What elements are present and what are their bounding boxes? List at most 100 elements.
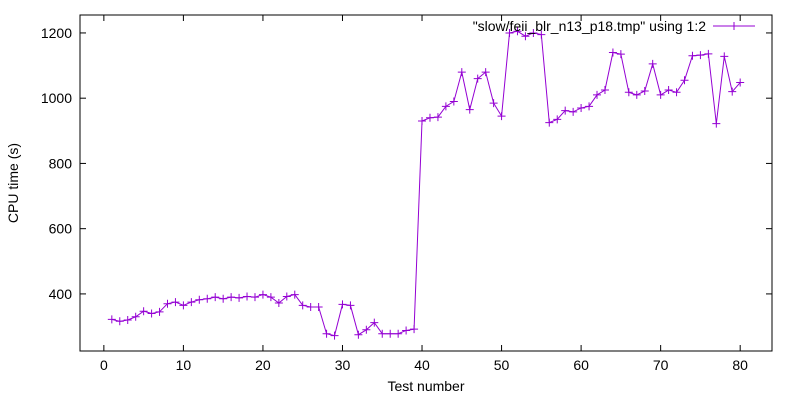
data-point <box>394 329 403 338</box>
series-group <box>107 27 745 340</box>
data-point <box>107 315 116 324</box>
y-tick-label: 1000 <box>41 90 72 106</box>
data-point <box>433 113 442 122</box>
data-point <box>624 88 633 97</box>
data-point <box>274 299 283 308</box>
data-point <box>123 316 132 325</box>
x-tick-label: 40 <box>414 357 430 373</box>
x-tick-label: 60 <box>573 357 589 373</box>
data-point <box>346 301 355 310</box>
data-point <box>322 329 331 338</box>
data-point <box>386 329 395 338</box>
x-axis-title: Test number <box>387 378 464 394</box>
data-point <box>736 78 745 87</box>
data-point <box>139 307 148 316</box>
data-point <box>147 309 156 318</box>
data-point <box>696 51 705 60</box>
data-point <box>688 51 697 60</box>
data-point <box>664 86 673 95</box>
legend-label: "slow/feii_blr_n13_p18.tmp" using 1:2 <box>473 18 707 34</box>
data-point <box>258 290 267 299</box>
data-point <box>569 107 578 116</box>
data-point <box>131 312 140 321</box>
data-point <box>465 105 474 114</box>
data-point <box>593 90 602 99</box>
data-point <box>298 301 307 310</box>
series-line <box>111 30 741 337</box>
data-point <box>481 68 490 77</box>
y-tick-label: 400 <box>49 286 73 302</box>
data-point <box>410 325 419 334</box>
data-point <box>529 28 538 37</box>
legend: "slow/feii_blr_n13_p18.tmp" using 1:2 <box>473 18 755 34</box>
data-point <box>378 329 387 338</box>
axis-ticks <box>80 15 772 351</box>
data-point <box>473 74 482 83</box>
x-tick-label: 80 <box>732 357 748 373</box>
data-point <box>632 90 641 99</box>
data-point <box>425 113 434 122</box>
data-point <box>728 87 737 96</box>
x-tick-label: 50 <box>494 357 510 373</box>
data-point <box>537 30 546 39</box>
data-point <box>219 294 228 303</box>
x-tick-label: 70 <box>653 357 669 373</box>
x-tick-label: 30 <box>335 357 351 373</box>
data-point <box>720 52 729 61</box>
data-point <box>441 102 450 111</box>
data-point <box>521 32 530 41</box>
data-point <box>680 76 689 85</box>
data-point <box>235 293 244 302</box>
data-point <box>704 49 713 58</box>
data-point <box>195 295 204 304</box>
legend-marker <box>730 22 738 30</box>
data-point <box>616 50 625 59</box>
data-point <box>179 301 188 310</box>
data-point <box>449 97 458 106</box>
data-point <box>163 299 172 308</box>
data-point <box>211 293 220 302</box>
data-point <box>266 293 275 302</box>
x-tick-label: 0 <box>100 357 108 373</box>
data-point <box>577 103 586 112</box>
data-point <box>418 117 427 126</box>
data-point <box>505 28 514 37</box>
data-point <box>370 318 379 327</box>
data-point <box>187 298 196 307</box>
data-point <box>243 292 252 301</box>
data-point <box>227 293 236 302</box>
data-point <box>585 102 594 111</box>
data-point <box>513 27 522 36</box>
data-point <box>600 86 609 95</box>
y-tick-label: 800 <box>49 155 73 171</box>
y-tick-label: 600 <box>49 221 73 237</box>
x-tick-label: 20 <box>255 357 271 373</box>
data-point <box>115 317 124 326</box>
data-point <box>648 59 657 68</box>
data-point <box>672 88 681 97</box>
data-point <box>608 48 617 57</box>
y-tick-label: 1200 <box>41 25 72 41</box>
data-point <box>306 302 315 311</box>
data-point <box>338 300 347 309</box>
x-tick-label: 10 <box>176 357 192 373</box>
data-point <box>155 307 164 316</box>
data-point <box>171 298 180 307</box>
data-point <box>402 326 411 335</box>
data-point <box>203 294 212 303</box>
data-point <box>489 99 498 108</box>
data-point <box>282 292 291 301</box>
plot-frame <box>79 14 773 352</box>
data-point <box>561 106 570 115</box>
data-point <box>362 325 371 334</box>
data-point <box>290 290 299 299</box>
y-axis-title: CPU time (s) <box>5 143 21 223</box>
data-point <box>497 112 506 121</box>
data-point <box>457 68 466 77</box>
data-point <box>545 118 554 127</box>
axis-tick-labels: 0 10 20 30 40 50 60 70 80 400 600 800 1000 1200 <box>41 25 748 373</box>
data-point <box>553 115 562 124</box>
data-point <box>314 302 323 311</box>
data-point <box>354 330 363 339</box>
